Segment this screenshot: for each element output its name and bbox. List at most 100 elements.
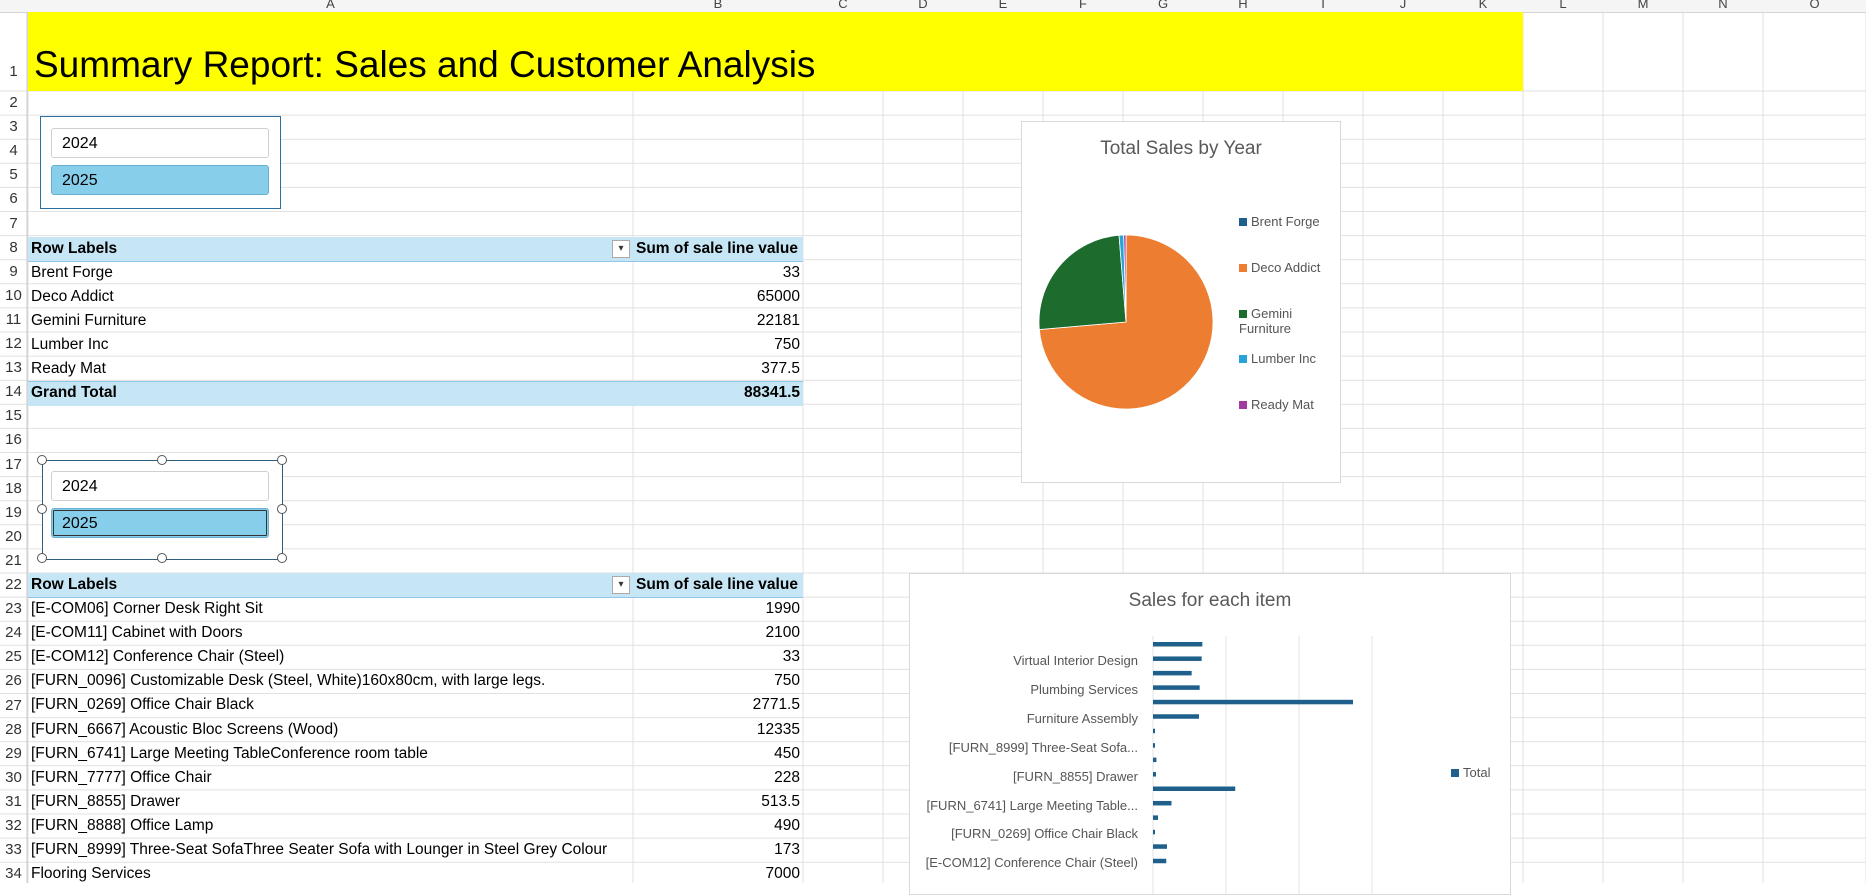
column-header-d[interactable]: D (918, 0, 927, 11)
bar[interactable] (1153, 743, 1155, 748)
row-number[interactable]: 7 (0, 215, 27, 232)
column-header-i[interactable]: I (1321, 0, 1325, 11)
pivot2-row-value: 228 (636, 766, 800, 790)
column-header-l[interactable]: L (1559, 0, 1566, 11)
row-number[interactable]: 27 (0, 697, 27, 714)
bar-legend-item: Total (1451, 765, 1490, 780)
row-number[interactable]: 6 (0, 190, 27, 207)
row-number[interactable]: 25 (0, 648, 27, 665)
slicer-item-2025[interactable]: 2025 (51, 508, 269, 538)
bar[interactable] (1153, 859, 1166, 864)
slicer-item-2025[interactable]: 2025 (51, 165, 269, 195)
column-header-m[interactable]: M (1638, 0, 1649, 11)
row-number[interactable]: 19 (0, 504, 27, 521)
row-number[interactable]: 15 (0, 407, 27, 424)
row-number[interactable]: 9 (0, 263, 27, 280)
row-number[interactable]: 10 (0, 287, 27, 304)
bar[interactable] (1153, 758, 1156, 763)
resize-handle[interactable] (157, 455, 167, 465)
row-number[interactable]: 32 (0, 817, 27, 834)
bar[interactable] (1153, 772, 1156, 777)
row-number[interactable]: 5 (0, 166, 27, 183)
bar[interactable] (1153, 801, 1171, 806)
row-number[interactable]: 4 (0, 142, 27, 159)
pivot1-row-label: Ready Mat (31, 357, 106, 381)
row-number[interactable]: 11 (0, 311, 27, 328)
pivot1-filter-button[interactable]: ▾ (612, 240, 630, 258)
bar[interactable] (1153, 714, 1199, 719)
row-number[interactable]: 33 (0, 841, 27, 858)
resize-handle[interactable] (37, 455, 47, 465)
row-number[interactable]: 34 (0, 865, 27, 882)
column-header-e[interactable]: E (999, 0, 1008, 11)
row-number[interactable]: 28 (0, 721, 27, 738)
row-number[interactable]: 22 (0, 576, 27, 593)
row-number[interactable]: 30 (0, 769, 27, 786)
row-number[interactable]: 24 (0, 624, 27, 641)
column-header-k[interactable]: K (1479, 0, 1488, 11)
resize-handle[interactable] (37, 504, 47, 514)
row-number[interactable]: 8 (0, 239, 27, 256)
column-header-g[interactable]: G (1158, 0, 1168, 11)
column-header-h[interactable]: H (1238, 0, 1247, 11)
bar[interactable] (1153, 787, 1235, 792)
bar-category-label: Plumbing Services (1030, 682, 1138, 697)
column-header-f[interactable]: F (1079, 0, 1087, 11)
pivot2-filter-button[interactable]: ▾ (612, 576, 630, 594)
row-number[interactable]: 29 (0, 745, 27, 762)
row-number[interactable]: 26 (0, 672, 27, 689)
row-number[interactable]: 12 (0, 335, 27, 352)
resize-handle[interactable] (277, 504, 287, 514)
bar-chart[interactable]: Sales for each item Virtual Interior Des… (909, 573, 1511, 895)
row-number[interactable]: 14 (0, 383, 27, 400)
pivot1-row-value: 750 (636, 333, 800, 357)
column-header-a[interactable]: A (326, 0, 335, 11)
bar-category-label: [FURN_6741] Large Meeting Table... (927, 798, 1139, 813)
bar[interactable] (1153, 844, 1167, 849)
bar[interactable] (1153, 729, 1155, 734)
bar[interactable] (1153, 642, 1202, 647)
column-header-n[interactable]: N (1718, 0, 1727, 11)
year-slicer-2[interactable]: 2024 2025 (42, 460, 283, 560)
column-header-b[interactable]: B (714, 0, 723, 11)
pivot2-row-value: 750 (636, 669, 800, 693)
row-number[interactable]: 3 (0, 118, 27, 135)
row-number[interactable]: 2 (0, 94, 27, 111)
row-number[interactable]: 31 (0, 793, 27, 810)
resize-handle[interactable] (277, 553, 287, 563)
resize-handle[interactable] (37, 553, 47, 563)
bar[interactable] (1153, 685, 1200, 690)
pivot1-row-value: 377.5 (636, 357, 800, 381)
row-number[interactable]: 18 (0, 480, 27, 497)
pivot2-row-value: 2100 (636, 621, 800, 645)
resize-handle[interactable] (157, 553, 167, 563)
bar[interactable] (1153, 815, 1158, 820)
slicer-item-2024[interactable]: 2024 (51, 128, 269, 158)
row-number[interactable]: 13 (0, 359, 27, 376)
row-number[interactable]: 1 (0, 63, 27, 80)
bar[interactable] (1153, 700, 1353, 705)
bar[interactable] (1153, 830, 1155, 835)
row-number[interactable]: 21 (0, 552, 27, 569)
bar[interactable] (1153, 656, 1202, 661)
row-number[interactable]: 20 (0, 528, 27, 545)
row-number[interactable]: 16 (0, 431, 27, 448)
column-header-o[interactable]: O (1809, 0, 1819, 11)
pivot1-row-labels-header: Row Labels (31, 237, 117, 261)
pie-slice-gemini-furniture[interactable] (1039, 235, 1126, 329)
year-slicer-1[interactable]: 2024 2025 (40, 116, 281, 209)
column-header-c[interactable]: C (838, 0, 847, 11)
row-number[interactable]: 17 (0, 456, 27, 473)
resize-handle[interactable] (277, 455, 287, 465)
slicer-item-2024[interactable]: 2024 (51, 471, 269, 501)
pivot1-row-label: Deco Addict (31, 285, 114, 309)
pivot2-row-value: 12335 (636, 718, 800, 742)
bar-category-label: [E-COM12] Conference Chair (Steel) (926, 855, 1138, 870)
pivot2-row-label: [E-COM12] Conference Chair (Steel) (31, 645, 284, 669)
pivot1-row-label: Brent Forge (31, 261, 113, 285)
row-number[interactable]: 23 (0, 600, 27, 617)
bar-category-label: [FURN_0269] Office Chair Black (951, 826, 1138, 841)
column-header-j[interactable]: J (1400, 0, 1407, 11)
bar[interactable] (1153, 671, 1192, 676)
